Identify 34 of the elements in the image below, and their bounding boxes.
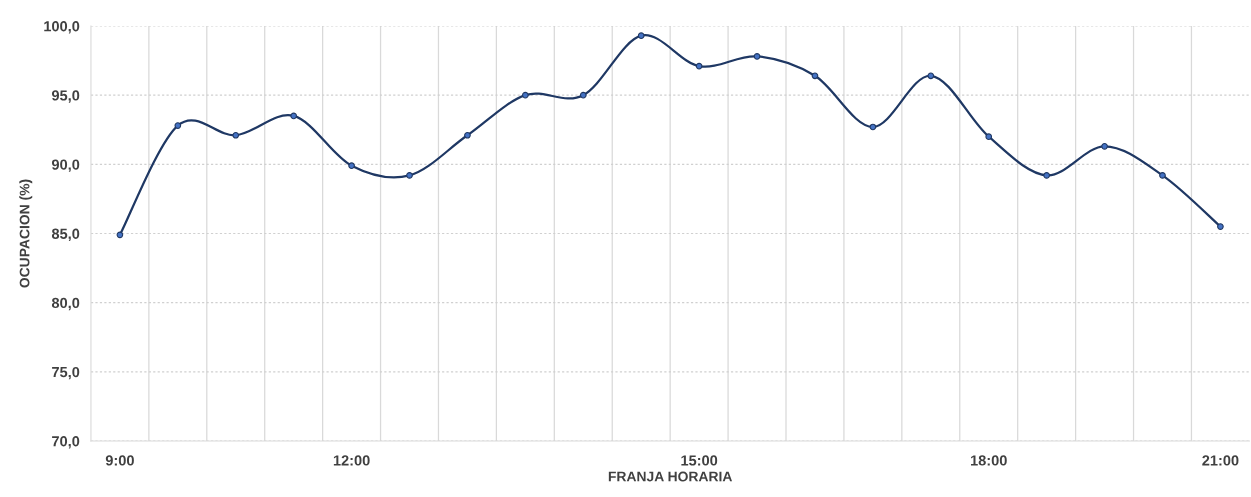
y-tick-label: 75,0 bbox=[52, 366, 80, 380]
point bbox=[985, 133, 993, 140]
point bbox=[1217, 223, 1224, 230]
x-tick-label: 15:00 bbox=[681, 455, 718, 466]
point bbox=[290, 112, 298, 120]
y-axis-title: OCUPACION (%) bbox=[19, 179, 33, 288]
x-tick-label: 9:00 bbox=[105, 455, 134, 466]
y-tick-label: 90,0 bbox=[51, 159, 80, 172]
point bbox=[1101, 143, 1108, 150]
y-tick-label: 100,0 bbox=[44, 21, 80, 34]
point bbox=[522, 91, 529, 99]
point bbox=[464, 131, 471, 139]
point bbox=[1159, 172, 1166, 179]
point bbox=[348, 162, 355, 170]
point bbox=[174, 122, 182, 129]
point bbox=[753, 53, 761, 60]
point bbox=[869, 123, 877, 131]
x-axis-title: FRANJA HORARIA bbox=[608, 471, 733, 482]
y-tick-label: 85,0 bbox=[51, 228, 80, 242]
point bbox=[1043, 172, 1050, 179]
point bbox=[811, 72, 819, 80]
point bbox=[406, 172, 413, 179]
y-tick-label: 95,0 bbox=[51, 90, 80, 103]
x-tick-label: 18:00 bbox=[971, 455, 1007, 466]
point bbox=[637, 32, 645, 40]
x-tick-label: 12:00 bbox=[333, 455, 370, 466]
point bbox=[232, 131, 240, 139]
y-tick-label: 80,0 bbox=[51, 297, 80, 311]
point bbox=[927, 72, 935, 80]
point bbox=[695, 62, 703, 70]
point bbox=[116, 231, 124, 239]
point bbox=[579, 91, 587, 99]
y-tick-label: 70,0 bbox=[52, 436, 80, 449]
x-tick-label: 21:00 bbox=[1202, 455, 1239, 466]
